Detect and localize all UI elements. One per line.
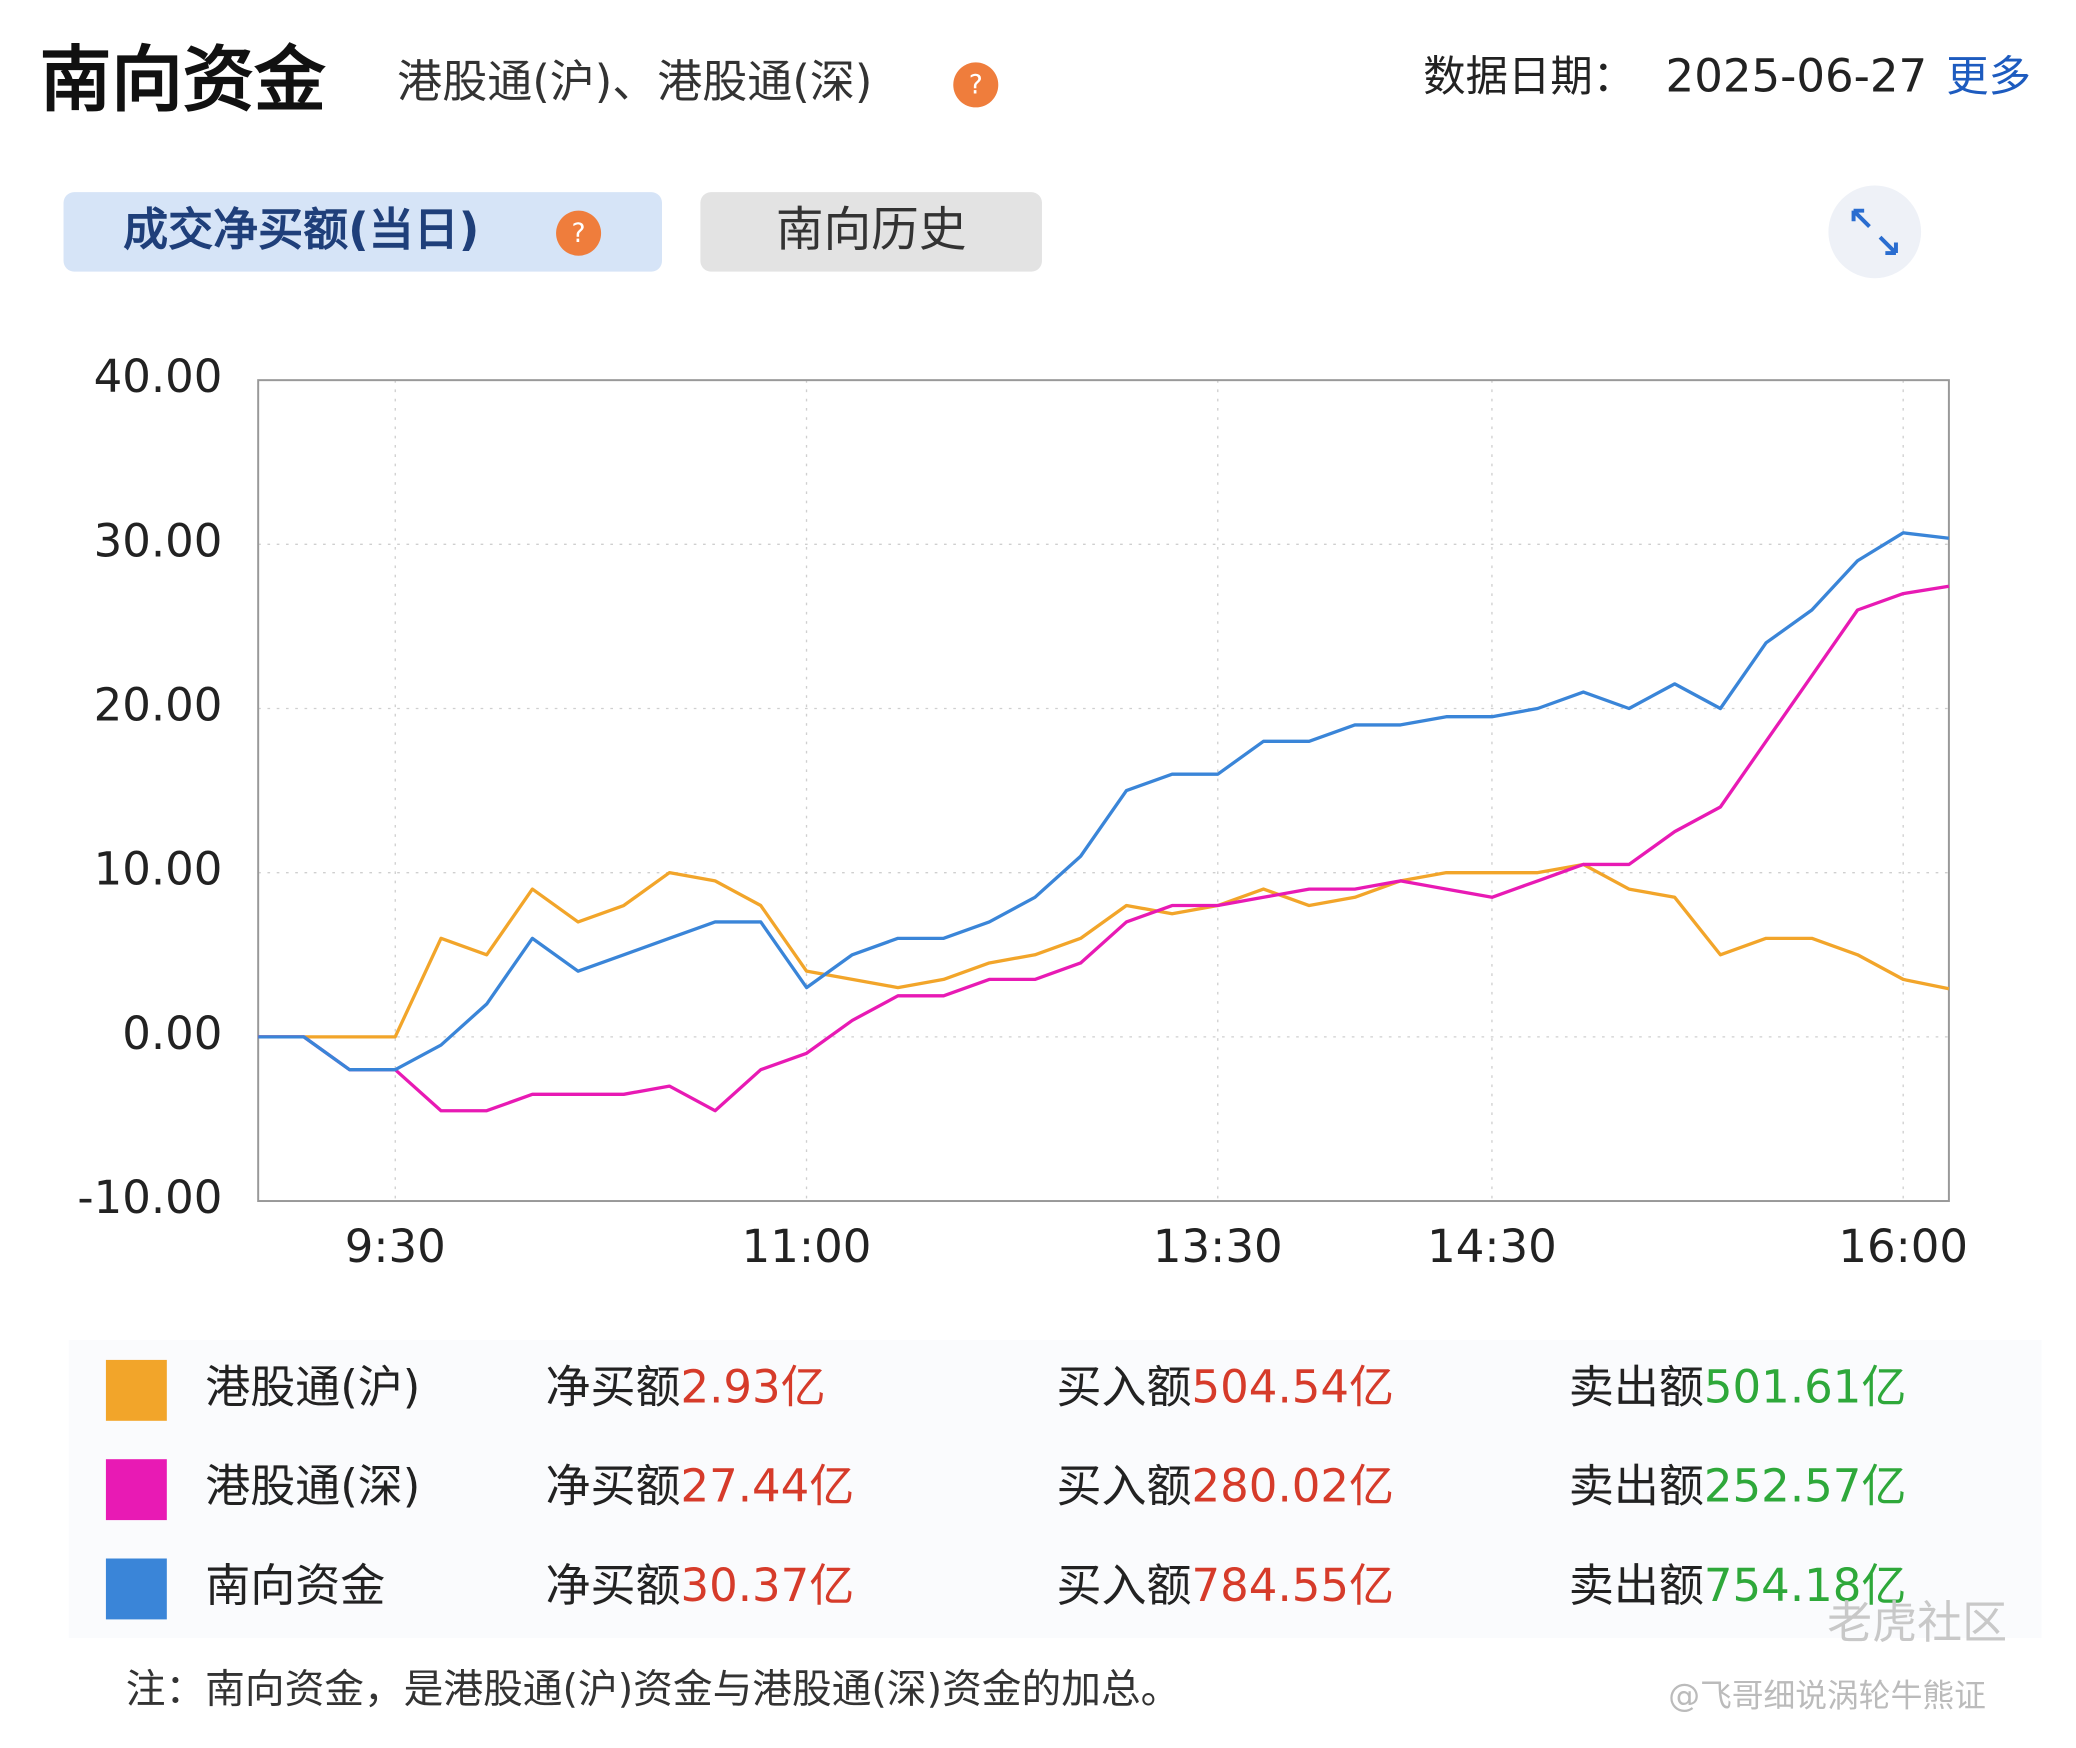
legend-label: 南向资金 (205, 1559, 385, 1612)
more-link[interactable]: 更多 (1946, 52, 2031, 101)
series-line (258, 584, 1950, 1113)
summary-panel (68, 1340, 2042, 1638)
date-label: 数据日期： (1423, 52, 1635, 101)
tab-label: 南向历史 (776, 203, 967, 258)
summary-value: 27.44亿 (680, 1460, 854, 1513)
summary-label: 买入额 (1057, 1460, 1192, 1513)
x-tick-label: 16:00 (1838, 1220, 1968, 1273)
summary-value: 2.93亿 (680, 1360, 825, 1413)
x-tick-label: 9:30 (345, 1220, 446, 1273)
y-tick-label: 10.00 (94, 843, 223, 896)
help-icon[interactable] (953, 62, 999, 108)
summary-label: 净买额 (545, 1460, 680, 1513)
y-tick-label: 20.00 (94, 679, 223, 732)
summary-value: 784.55亿 (1192, 1559, 1394, 1612)
watermark-author: @飞哥细说涡轮牛熊证 (1668, 1679, 1986, 1715)
summary-label: 卖出额 (1569, 1460, 1704, 1513)
watermark-brand: 老虎社区 (1827, 1596, 2007, 1649)
tab-label: 成交净买额(当日) (123, 203, 479, 256)
series-line (258, 862, 1950, 1039)
y-tick-label: -10.00 (77, 1171, 222, 1224)
plot-frame (257, 379, 1950, 1203)
x-tick-label: 11:00 (742, 1220, 872, 1273)
summary-label: 净买额 (545, 1360, 680, 1413)
title: 南向资金 (40, 38, 326, 121)
series-line (258, 531, 1950, 1072)
legend-swatch (105, 1359, 167, 1421)
x-tick-label: 13:30 (1153, 1220, 1283, 1273)
y-tick-label: 40.00 (94, 350, 223, 403)
note: 注：南向资金，是港股通(沪)资金与港股通(深)资金的加总。 (126, 1667, 1181, 1713)
summary-cell: 卖出额501.61亿 (1569, 1360, 1906, 1413)
expand-icon (1851, 208, 1898, 256)
summary-label: 买入额 (1057, 1360, 1192, 1413)
help-icon[interactable] (556, 210, 602, 256)
summary-value: 280.02亿 (1192, 1460, 1394, 1513)
summary-cell: 净买额27.44亿 (545, 1460, 854, 1513)
legend-label: 港股通(沪) (205, 1360, 420, 1413)
x-tick-label: 14:30 (1427, 1220, 1557, 1273)
summary-value: 501.61亿 (1704, 1360, 1906, 1413)
subtitle: 港股通(沪)、港股通(深) (397, 55, 872, 108)
summary-value: 504.54亿 (1192, 1360, 1394, 1413)
summary-cell: 卖出额252.57亿 (1569, 1460, 1906, 1513)
help-mark: ? (969, 70, 983, 101)
y-tick-label: 30.00 (94, 514, 223, 567)
tab[interactable] (700, 192, 1042, 272)
summary-value: 252.57亿 (1704, 1460, 1906, 1513)
summary-cell: 买入额504.54亿 (1057, 1360, 1394, 1413)
help-mark: ? (572, 218, 586, 249)
tab-active[interactable] (63, 192, 662, 272)
date: 2025-06-27 (1666, 50, 1928, 103)
summary-label: 净买额 (545, 1559, 680, 1612)
chart: -10.00 0.00 10.00 20.00 30.00 40.00 9:30 11:00 1… (77, 350, 1968, 1273)
legend-label: 港股通(深) (205, 1460, 420, 1513)
legend-swatch (105, 1558, 167, 1620)
expand-button[interactable] (1828, 185, 1922, 279)
summary-cell: 卖出额754.18亿 (1569, 1559, 1906, 1612)
summary-label: 卖出额 (1569, 1559, 1704, 1612)
y-tick-label: 0.00 (122, 1007, 222, 1060)
summary-label: 卖出额 (1569, 1360, 1704, 1413)
summary: 港股通(沪) 净买额2.93亿 买入额504.54亿 卖出额501.61亿港股通(深)… (105, 1359, 1906, 1620)
summary-cell: 买入额280.02亿 (1057, 1460, 1394, 1513)
summary-cell: 净买额2.93亿 (545, 1360, 825, 1413)
summary-value: 754.18亿 (1704, 1559, 1906, 1612)
summary-cell: 净买额30.37亿 (545, 1559, 854, 1612)
summary-value: 30.37亿 (680, 1559, 854, 1612)
summary-label: 买入额 (1057, 1559, 1192, 1612)
summary-cell: 买入额784.55亿 (1057, 1559, 1394, 1612)
legend-swatch (105, 1459, 167, 1521)
